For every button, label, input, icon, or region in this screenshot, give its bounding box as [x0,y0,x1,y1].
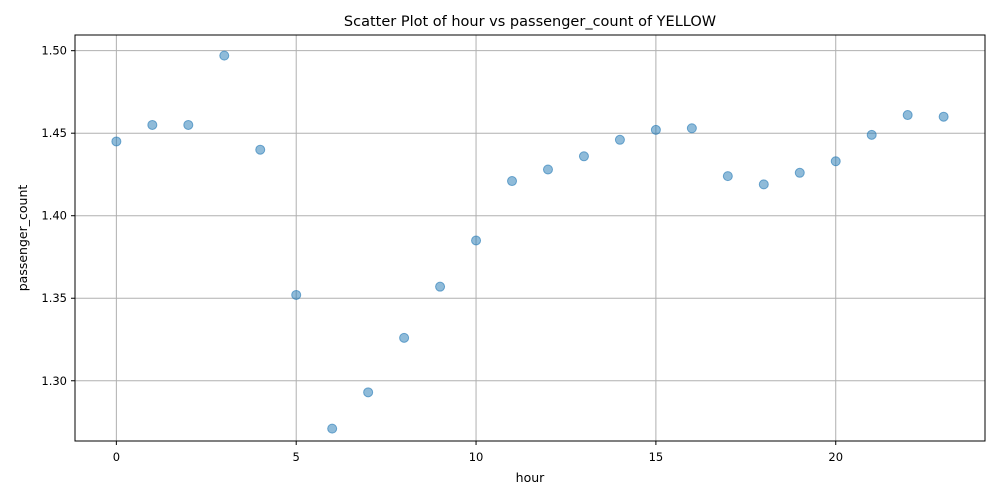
x-tick-label: 0 [113,450,120,464]
plot-frame [74,34,986,442]
data-point [183,119,194,130]
data-point [255,144,266,155]
data-point [542,164,553,175]
data-point [758,179,769,190]
data-point [435,281,446,292]
data-point [471,235,482,246]
y-tick-label: 1.35 [41,291,67,305]
x-axis-label: hour [516,470,545,485]
data-point [291,289,302,300]
x-tick-label: 5 [293,450,300,464]
data-points [111,50,949,434]
data-point [614,134,625,145]
y-axis-ticks: 1.30 1.35 1.40 1.45 1.50 [41,44,75,388]
data-point [111,136,122,147]
y-axis-label: passenger_count [15,185,30,292]
y-tick-label: 1.45 [41,126,67,140]
x-tick-label: 10 [469,450,484,464]
grid [75,35,985,441]
data-point [327,423,338,434]
data-point [363,387,374,398]
data-point [399,332,410,343]
x-tick-label: 20 [828,450,843,464]
data-point [507,176,518,187]
data-point [686,123,697,134]
data-point [866,129,877,140]
x-axis-ticks: 0 5 10 15 20 [113,441,843,464]
data-point [902,110,913,121]
y-tick-label: 1.30 [41,374,67,388]
data-point [794,167,805,178]
x-tick-label: 15 [649,450,664,464]
data-point [650,124,661,135]
data-point [578,151,589,162]
data-point [722,171,733,182]
data-point [938,111,949,122]
y-tick-label: 1.50 [41,44,67,58]
chart-title: Scatter Plot of hour vs passenger_count … [344,14,716,30]
data-point [219,50,230,61]
data-point [147,119,158,130]
data-point [830,156,841,167]
y-tick-label: 1.40 [41,209,67,223]
